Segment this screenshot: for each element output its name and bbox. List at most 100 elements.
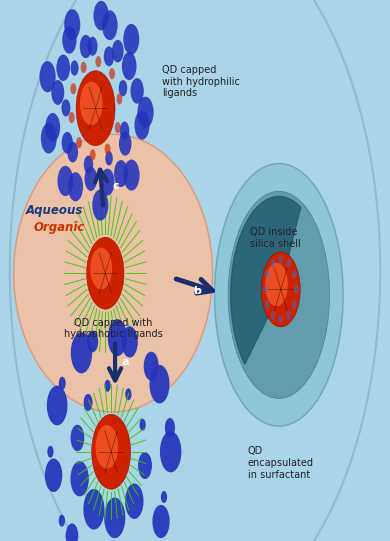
Ellipse shape [94,1,109,30]
Ellipse shape [71,83,76,94]
Ellipse shape [152,505,170,538]
Ellipse shape [294,285,299,294]
Ellipse shape [71,425,84,451]
Ellipse shape [101,169,115,195]
Ellipse shape [92,189,108,221]
Text: QD inside
silica shell: QD inside silica shell [250,227,300,249]
Ellipse shape [39,61,56,93]
Ellipse shape [85,167,97,191]
Text: b: b [193,286,201,296]
Ellipse shape [119,131,131,156]
Ellipse shape [41,123,57,154]
Ellipse shape [228,192,330,398]
Ellipse shape [104,47,114,67]
Ellipse shape [80,35,92,58]
Ellipse shape [119,80,127,96]
Ellipse shape [57,166,73,196]
Ellipse shape [62,100,71,116]
Ellipse shape [123,24,139,55]
Ellipse shape [263,285,268,294]
Ellipse shape [76,137,82,148]
Ellipse shape [71,61,78,76]
Text: c: c [113,181,119,190]
Ellipse shape [261,252,300,327]
Ellipse shape [14,134,213,412]
Ellipse shape [45,113,60,142]
Ellipse shape [71,461,89,496]
Ellipse shape [122,326,138,358]
Ellipse shape [122,52,136,80]
Ellipse shape [149,365,170,404]
Ellipse shape [64,9,80,40]
Text: a: a [121,358,129,367]
Ellipse shape [160,431,181,472]
Ellipse shape [105,380,111,392]
Ellipse shape [140,419,146,431]
Ellipse shape [10,0,380,541]
Ellipse shape [278,255,283,264]
Ellipse shape [83,394,92,411]
Ellipse shape [123,160,140,190]
Ellipse shape [92,414,131,489]
Ellipse shape [67,142,78,162]
Ellipse shape [76,71,115,146]
Ellipse shape [112,40,124,62]
Ellipse shape [90,248,112,289]
Ellipse shape [292,270,297,279]
Ellipse shape [137,97,154,128]
Text: QD
encapsulated
in surfactant: QD encapsulated in surfactant [248,446,314,479]
Ellipse shape [83,489,105,530]
Ellipse shape [69,112,74,123]
Ellipse shape [120,122,129,140]
Ellipse shape [45,459,62,492]
Ellipse shape [88,37,98,56]
Ellipse shape [125,484,144,519]
Ellipse shape [109,68,115,80]
Ellipse shape [135,110,150,140]
Ellipse shape [87,237,124,309]
Text: QD capped
with hydrophilic
ligands: QD capped with hydrophilic ligands [162,65,240,98]
Ellipse shape [265,300,269,309]
Ellipse shape [47,446,53,458]
Ellipse shape [125,388,131,400]
Ellipse shape [62,26,76,54]
Ellipse shape [51,80,64,105]
Text: QD capped with
hydrophobic ligands: QD capped with hydrophobic ligands [64,318,163,339]
Ellipse shape [104,498,125,538]
Ellipse shape [57,55,70,81]
Ellipse shape [96,425,118,469]
Ellipse shape [144,352,159,380]
Ellipse shape [96,56,101,67]
Ellipse shape [87,331,98,352]
Ellipse shape [105,151,113,166]
Text: Organic: Organic [33,221,85,234]
Polygon shape [231,196,301,365]
Ellipse shape [108,319,127,356]
Ellipse shape [131,78,144,104]
Ellipse shape [286,311,291,320]
Ellipse shape [80,82,103,125]
Ellipse shape [68,172,83,201]
Ellipse shape [47,386,67,425]
Ellipse shape [114,160,128,187]
Ellipse shape [102,10,118,40]
Ellipse shape [66,523,78,541]
Ellipse shape [165,418,175,438]
Ellipse shape [71,332,92,373]
Ellipse shape [161,491,167,503]
Ellipse shape [271,259,275,268]
Ellipse shape [59,514,65,527]
Ellipse shape [59,377,66,390]
Ellipse shape [138,452,152,479]
Ellipse shape [292,300,297,309]
Ellipse shape [215,163,343,426]
Ellipse shape [278,315,283,324]
Ellipse shape [81,62,87,73]
Ellipse shape [117,93,122,104]
Ellipse shape [115,122,121,133]
Ellipse shape [286,259,291,268]
Ellipse shape [90,149,96,161]
Ellipse shape [62,132,73,154]
Ellipse shape [84,156,93,174]
Ellipse shape [265,263,288,306]
